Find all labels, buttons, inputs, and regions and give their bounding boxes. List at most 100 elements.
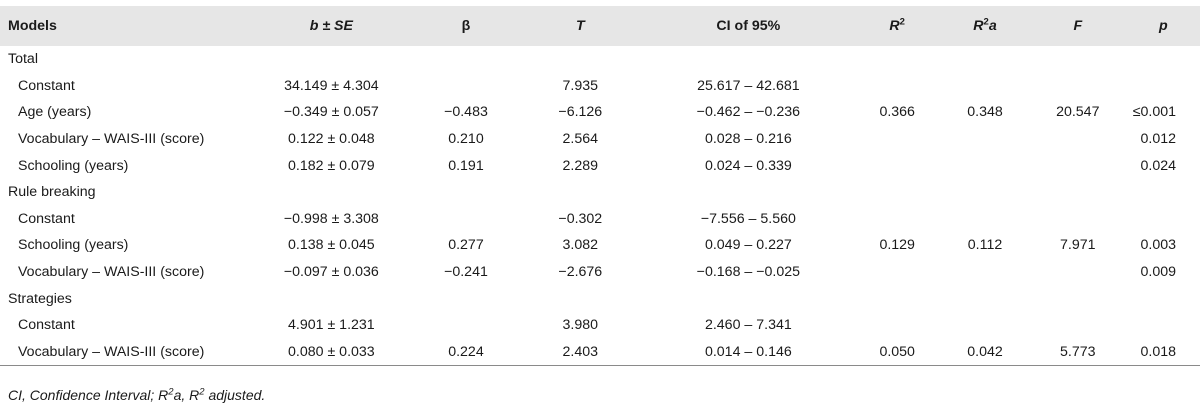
cell-ci: −0.462 – −0.236 [696,104,801,121]
cell-f: 7.971 [1060,237,1096,254]
cell-t: 2.403 [517,338,644,367]
header-r2-sup: 2 [899,16,905,28]
header-models: Models [8,18,57,34]
cell-beta: 0.191 [448,157,484,174]
cell-f [1029,259,1127,286]
cell-t: 3.082 [562,237,599,254]
header-r2a-sup: 2 [983,16,989,28]
cell-b-se: −0.998 ± 3.308 [283,210,379,227]
group-row: Total [0,46,1200,73]
group-row: Rule breaking [0,179,1200,206]
table-row: Age (years) −0.349 ± 0.057 −0.483 −6.126 −0.… [0,99,1200,126]
cell-r2: 0.129 [879,237,915,254]
table-row: Vocabulary – WAIS-III (score) −0.097 ± 0.… [0,259,1200,286]
table-row: Vocabulary – WAIS-III (score) 0.080 ± 0.0… [0,338,1200,367]
group-label: Strategies [8,290,72,307]
header-t-text: T [575,18,585,34]
cell-t: −0.302 [558,210,603,227]
cell-beta: 0.210 [448,131,484,148]
table-header: Models b ± SE β T CI of 95% R2 R2a F p [0,6,1200,46]
cell-beta: −0.483 [444,104,488,121]
row-label: Schooling (years) [18,157,129,174]
header-r2a: R2a [941,6,1029,46]
cell-beta: 0.277 [448,237,484,254]
cell-p: 0.018 [1126,338,1200,367]
cell-t: 2.564 [562,131,599,148]
cell-r2a: 0.112 [967,237,1003,254]
row-label: Schooling (years) [18,237,129,254]
cell-r2 [853,73,941,100]
cell-p: 0.024 [1140,157,1176,174]
header-r2-text: R [889,18,900,34]
cell-ci: 0.014 – 0.146 [643,338,854,367]
table-row: Constant 4.901 ± 1.231 3.980 2.460 – 7.341 [0,312,1200,339]
footnote-part3: adjusted. [204,387,266,403]
table-row: Constant −0.998 ± 3.308 −0.302 −7.556 – 5.5… [0,206,1200,233]
header-r2: R2 [853,6,941,46]
cell-r2: 0.050 [853,338,942,367]
cell-r2 [853,206,941,233]
cell-beta: 0.224 [414,338,518,367]
cell-t: −2.676 [558,264,603,281]
cell-p: 0.009 [1140,264,1176,281]
group-label: Total [8,51,38,68]
cell-r2a [941,206,1029,233]
cell-p: 0.003 [1140,237,1176,254]
row-label: Constant [18,317,75,334]
cell-p [1127,206,1200,233]
cell-b-se: 0.122 ± 0.048 [288,131,375,148]
table-row: Schooling (years) 0.138 ± 0.045 0.277 3.082… [0,232,1200,259]
row-label: Vocabulary – WAIS-III (score) [18,264,205,281]
table-row: Constant 34.149 ± 4.304 7.935 25.617 – 42.6… [0,73,1200,100]
header-b-se: b ± SE [248,6,415,46]
cell-p [1127,73,1200,100]
cell-p: ≤0.001 [1132,104,1176,121]
cell-f [1029,312,1127,339]
footnote-sup1: 2 [168,386,174,398]
cell-r2 [853,126,941,153]
header-p-text: p [1158,18,1168,34]
cell-t: 3.980 [562,317,599,334]
table-row: Vocabulary – WAIS-III (score) 0.122 ± 0.0… [0,126,1200,153]
row-label: Vocabulary – WAIS-III (score) [0,338,248,367]
cell-b-se: 4.901 ± 1.231 [288,317,375,334]
cell-r2 [853,259,941,286]
cell-f [1029,152,1127,179]
header-f: F [1029,6,1127,46]
table-footnote: CI, Confidence Interval; R2a, R2 adjuste… [8,387,265,403]
footnote-part1: CI, Confidence Interval; R [8,387,169,403]
cell-t: 2.289 [562,157,599,174]
cell-f: 20.547 [1056,104,1100,121]
header-row: Models b ± SE β T CI of 95% R2 R2a F p [0,6,1200,46]
cell-b-se: 0.182 ± 0.079 [288,157,375,174]
cell-r2a [941,312,1029,339]
header-r2a-text: R [973,18,984,34]
cell-f [1029,206,1127,233]
cell-r2a [941,152,1029,179]
cell-b-se: 0.080 ± 0.033 [247,338,415,367]
cell-b-se: −0.349 ± 0.057 [283,104,379,121]
cell-r2a: 0.348 [967,104,1003,121]
cell-f: 5.773 [1028,338,1127,367]
header-p: p [1127,6,1200,46]
cell-r2: 0.366 [879,104,915,121]
cell-r2 [853,312,941,339]
cell-r2 [853,152,941,179]
cell-p: 0.012 [1140,131,1176,148]
cell-b-se: 34.149 ± 4.304 [284,77,379,94]
footnote-sup2: 2 [199,386,205,398]
cell-ci: −7.556 – 5.560 [700,210,796,227]
group-label: Rule breaking [8,184,96,201]
cell-ci: 0.049 – 0.227 [704,237,792,254]
cell-b-se: −0.097 ± 0.036 [283,264,379,281]
cell-ci: 0.024 – 0.339 [704,157,792,174]
cell-ci: 25.617 – 42.681 [697,77,800,94]
cell-ci: 2.460 – 7.341 [704,317,792,334]
cell-beta [415,206,517,233]
header-t: T [517,6,643,46]
cell-b-se: 0.138 ± 0.045 [288,237,375,254]
cell-p [1127,312,1200,339]
cell-beta [415,312,517,339]
header-ci: CI of 95% [716,18,781,34]
